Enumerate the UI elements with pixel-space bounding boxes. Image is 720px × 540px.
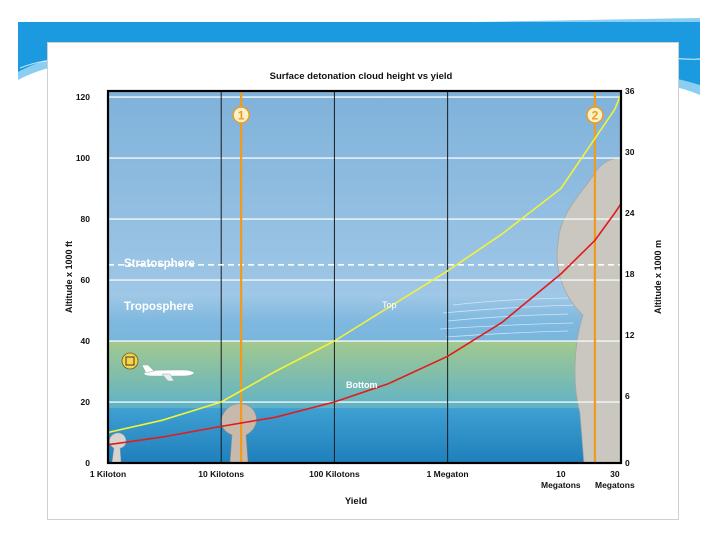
figure-frame: Surface detonation cloud height vs yield… xyxy=(47,42,679,520)
x-tick-label: 30 xyxy=(610,469,620,479)
y-tick-label-right: 18 xyxy=(625,269,635,279)
x-tick-label: 100 Kilotons xyxy=(309,469,360,479)
series-label-top: Top xyxy=(382,300,397,310)
x-tick-label: Megatons xyxy=(595,480,635,490)
y-axis-label-right: Altitude x 1000 m xyxy=(653,240,663,314)
mushroom-cloud-tiny xyxy=(109,432,127,463)
series-line-top xyxy=(107,93,622,434)
y-tick-label-right: 12 xyxy=(625,330,635,340)
right-axis-ticks: 0 6 12 18 24 30 36 xyxy=(625,86,635,468)
x-axis-label: Yield xyxy=(345,496,368,507)
cloud-height-chart: Surface detonation cloud height vs yield… xyxy=(64,71,663,507)
yield-marker-badge-1 xyxy=(232,106,250,124)
altitude-badge-icon xyxy=(121,352,139,370)
y-tick-label-left: 40 xyxy=(81,336,91,346)
y-tick-label-left: 100 xyxy=(76,153,90,163)
y-tick-label-right: 0 xyxy=(625,458,630,468)
y-tick-label-right: 36 xyxy=(625,86,635,96)
y-axis-label-left: Altitude x 1000 ft xyxy=(64,241,74,313)
x-tick-label: Megatons xyxy=(541,480,581,490)
wind-streaks xyxy=(439,297,579,338)
banner-wave-front xyxy=(18,22,700,85)
x-tick-label: 10 xyxy=(556,469,566,479)
troposphere-label: Troposphere xyxy=(124,301,194,313)
haze-band xyxy=(108,341,621,409)
y-tick-label-left: 0 xyxy=(85,458,90,468)
ground-band xyxy=(108,408,621,463)
stratosphere-label: Stratosphere xyxy=(124,258,195,270)
plot-border xyxy=(106,89,623,465)
y-tick-label-right: 6 xyxy=(625,391,630,401)
x-tick-label: 1 Megaton xyxy=(427,469,469,479)
series-line-bottom xyxy=(107,203,622,446)
yield-marker-badge-2 xyxy=(586,106,604,124)
series-label-bottom: Bottom xyxy=(346,380,378,390)
y-tick-label-left: 20 xyxy=(81,397,91,407)
y-tick-label-right: 24 xyxy=(625,208,635,218)
y-tick-label-left: 80 xyxy=(81,214,91,224)
yield-marker-number-1: 1 xyxy=(238,109,245,123)
airplane-icon xyxy=(141,364,195,382)
x-tick-label: 1 Kiloton xyxy=(90,469,126,479)
y-tick-label-right: 30 xyxy=(625,147,635,157)
chart-title: Surface detonation cloud height vs yield xyxy=(270,71,453,82)
y-tick-label-left: 120 xyxy=(76,92,90,102)
series-group xyxy=(107,93,622,446)
grid-lines xyxy=(108,91,621,463)
x-tick-label: 10 Kilotons xyxy=(198,469,244,479)
mushroom-cloud-large xyxy=(556,157,621,463)
x-axis-ticks: 1 Kiloton 10 Kilotons 100 Kilotons 1 Megato… xyxy=(90,469,635,490)
y-tick-label-left: 60 xyxy=(81,275,91,285)
yield-marker-number-2: 2 xyxy=(592,109,599,123)
left-axis-ticks: 0 20 40 60 80 100 120 xyxy=(76,92,90,468)
